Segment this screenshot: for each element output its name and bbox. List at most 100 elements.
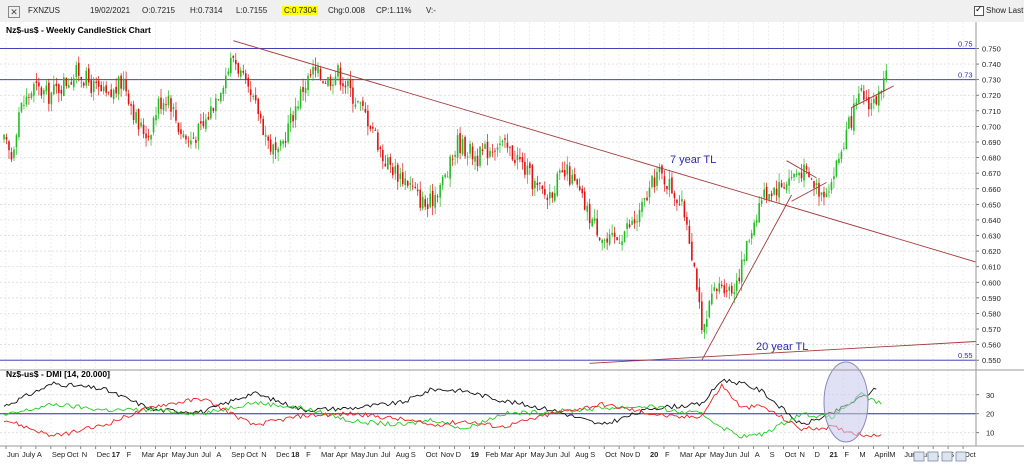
candle-body	[25, 96, 28, 105]
zoom-out-icon[interactable]	[913, 451, 925, 462]
candle-body	[469, 143, 471, 154]
candle-body	[92, 80, 95, 93]
time-tick-label: Dec	[276, 450, 290, 459]
candle-body	[838, 158, 840, 164]
time-tick-label: April	[874, 450, 889, 459]
time-tick-label: May	[171, 450, 185, 459]
time-tick-label: Jun	[7, 450, 19, 459]
candle-body	[653, 177, 656, 188]
candle-body	[444, 174, 446, 177]
candle-body	[882, 78, 885, 92]
scroll-left-icon[interactable]	[941, 451, 953, 462]
candle-body	[571, 174, 574, 184]
candle-body	[239, 70, 242, 77]
trendline	[589, 341, 977, 364]
candle-body	[396, 164, 399, 182]
candle-body	[578, 186, 581, 191]
candle-body	[491, 151, 494, 153]
candle-body	[426, 204, 429, 209]
open-label: O:0.7215	[142, 6, 175, 15]
close-price-label: C:0.7304	[282, 6, 319, 15]
candle-body	[563, 170, 566, 177]
candle-body	[728, 286, 731, 291]
candle-body	[608, 234, 611, 245]
show-last-checkbox[interactable]	[974, 4, 984, 16]
candle-body	[282, 140, 284, 144]
candle-body	[424, 199, 426, 207]
time-tick-label: May	[530, 450, 544, 459]
candle-body	[558, 170, 561, 173]
time-tick-label: Nov	[620, 450, 634, 459]
candle-body	[626, 223, 628, 230]
time-tick-label: 18	[291, 450, 299, 459]
candle-body	[269, 139, 272, 152]
candle-body	[297, 106, 299, 109]
close-icon[interactable]	[8, 6, 20, 18]
time-tick-label: Mar	[142, 450, 155, 459]
candle-body	[681, 199, 683, 202]
candle-body	[177, 122, 180, 133]
time-tick-label: Jul	[381, 450, 391, 459]
candle-body	[803, 164, 805, 181]
price-tick-label: 0.650	[982, 200, 1001, 209]
candle-body	[225, 75, 227, 89]
candle-body	[212, 107, 215, 112]
price-tick-label: 0.680	[982, 154, 1001, 163]
candle-body	[160, 97, 162, 109]
time-tick-label: Jun	[725, 450, 737, 459]
candle-body	[50, 92, 53, 105]
candle-body	[419, 189, 422, 208]
horizontal-level-label: 0.73	[958, 71, 973, 80]
candle-body	[259, 113, 262, 119]
change-label: Chg:0.008	[328, 6, 365, 15]
candle-body	[546, 197, 549, 201]
time-tick-label: A	[216, 450, 221, 459]
candle-body	[217, 99, 220, 101]
candle-body	[180, 129, 182, 135]
candle-body	[451, 158, 454, 160]
scroll-right-icon[interactable]	[955, 451, 967, 462]
time-tick-label: July	[919, 450, 933, 459]
candle-body	[793, 173, 795, 178]
candle-body	[591, 219, 593, 227]
candle-body	[588, 203, 591, 224]
candle-body	[55, 83, 58, 87]
candle-body	[706, 319, 708, 327]
candle-body	[611, 232, 613, 235]
price-tick-label: 0.720	[982, 91, 1001, 100]
candle-body	[190, 140, 192, 145]
annotation-7-year-tl: 7 year TL	[670, 154, 716, 166]
zoom-in-icon[interactable]	[927, 451, 939, 462]
candle-body	[745, 241, 748, 261]
candle-body	[875, 96, 878, 105]
candle-body	[431, 190, 434, 207]
symbol-label: FXNZUS	[28, 6, 60, 15]
price-tick-label: 0.600	[982, 278, 1001, 287]
candle-body	[23, 104, 25, 106]
candle-body	[352, 87, 354, 104]
time-tick-label: F	[665, 450, 670, 459]
candle-body	[287, 123, 289, 142]
time-tick-label: 20	[650, 450, 658, 459]
candle-body	[374, 129, 377, 131]
candle-body	[367, 110, 369, 127]
candle-body	[242, 70, 245, 73]
candle-body	[379, 147, 382, 150]
candle-body	[252, 95, 255, 98]
candle-body	[758, 203, 760, 223]
candle-body	[165, 104, 167, 106]
price-tick-label: 0.670	[982, 169, 1001, 178]
dmi-line	[3, 383, 882, 438]
candle-body	[755, 220, 758, 223]
scroll-controls[interactable]	[913, 451, 967, 462]
candle-body	[230, 57, 232, 74]
trendline	[233, 40, 977, 263]
candle-body	[68, 85, 70, 88]
candle-body	[783, 187, 785, 189]
time-tick-label: Mar	[500, 450, 513, 459]
candle-body	[429, 193, 431, 208]
candle-body	[72, 78, 75, 88]
candle-body	[411, 185, 414, 187]
candle-body	[529, 163, 531, 169]
